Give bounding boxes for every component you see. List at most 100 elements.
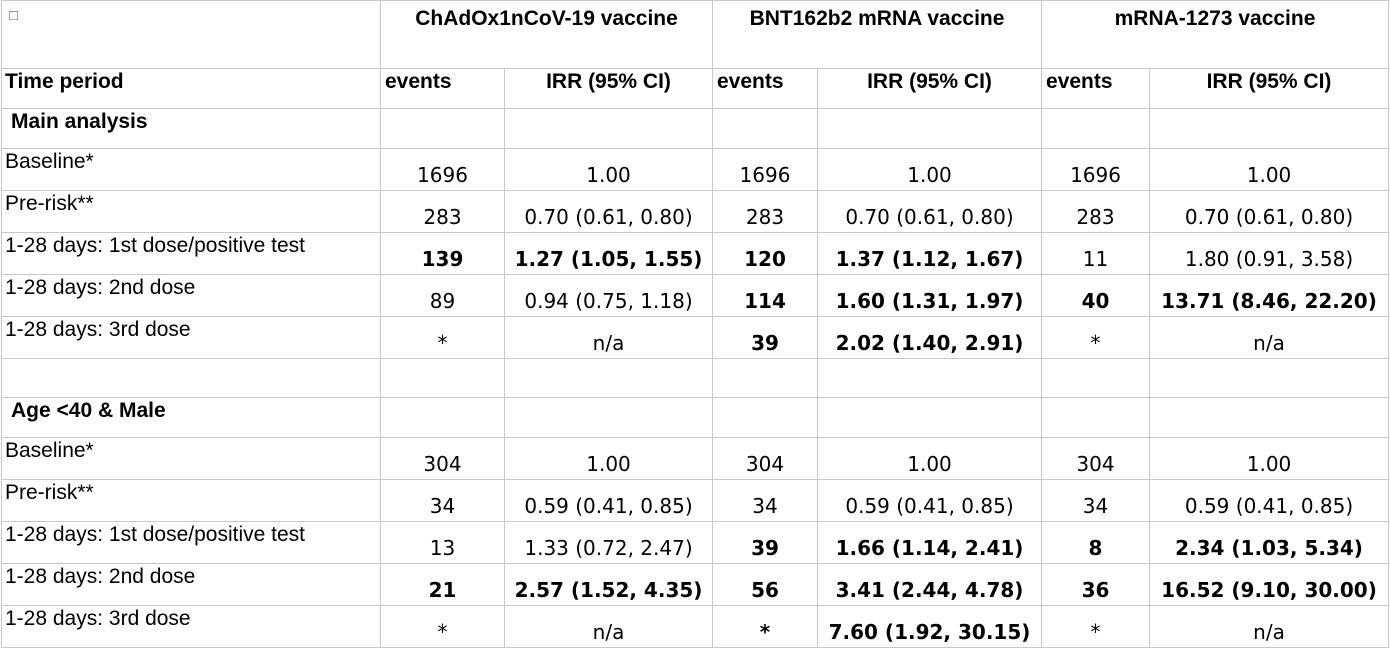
irr-header: IRR (95% CI) [816,68,1043,109]
chadox1-events-cell: 1696 [380,148,505,191]
chadox1-irr-cell: 1.00 [504,148,713,191]
chadox1-events-cell: 283 [380,190,505,233]
row-label: 1-28 days: 1st dose/positive test [1,521,381,564]
bnt162b2-irr-cell: 1.37 (1.12, 1.67) [816,232,1043,275]
events-header: events [380,68,505,109]
chadox1-events-cell: 304 [380,437,505,480]
table-row: 1-28 days: 1st dose/positive test 139 1.27… [1,232,1390,275]
empty-cell [380,397,505,438]
row-label: Baseline* [1,148,381,191]
chadox1-irr-cell: 0.59 (0.41, 0.85) [504,479,713,522]
bnt162b2-events-cell: 39 [712,316,818,359]
row-label: 1-28 days: 3rd dose [1,316,381,359]
vaccine-header-row: □ ChAdOx1nCoV-19 vaccine BNT162b2 mRNA v… [1,0,1390,69]
chadox1-events-cell: 13 [380,521,505,564]
irr-label: IRR (95% CI) [1206,70,1332,93]
empty-cell [1041,358,1151,398]
mrna1273-events-cell: 1696 [1041,148,1151,191]
events-header: events [1041,68,1151,109]
irr-header: IRR (95% CI) [504,68,713,109]
row-label: 1-28 days: 2nd dose [1,274,381,317]
bnt162b2-events-cell: 56 [712,563,818,606]
mrna1273-irr-cell: 1.00 [1149,148,1390,191]
empty-cell [1,358,381,398]
bnt162b2-events-cell: 114 [712,274,818,317]
table-row: Baseline* 1696 1.00 1696 1.00 1696 1.00 [1,148,1390,191]
mrna1273-events-cell: 8 [1041,521,1151,564]
bnt162b2-irr-cell: 7.60 (1.92, 30.15) [816,605,1043,648]
events-header: events [712,68,818,109]
row-label: 1-28 days: 2nd dose [1,563,381,606]
table-row: 1-28 days: 2nd dose 89 0.94 (0.75, 1.18) 11… [1,274,1390,317]
empty-cell [1149,108,1390,149]
bnt162b2-irr-cell: 0.70 (0.61, 0.80) [816,190,1043,233]
chadox1-irr-cell: 1.27 (1.05, 1.55) [504,232,713,275]
chadox1-irr-cell: n/a [504,316,713,359]
mrna1273-irr-cell: 2.34 (1.03, 5.34) [1149,521,1390,564]
bnt162b2-events-cell: 304 [712,437,818,480]
chadox1-irr-cell: 2.57 (1.52, 4.35) [504,563,713,606]
mrna1273-events-cell: * [1041,605,1151,648]
table-row: Pre-risk** 283 0.70 (0.61, 0.80) 283 0.70 (0… [1,190,1390,233]
chadox1-irr-cell: 0.70 (0.61, 0.80) [504,190,713,233]
empty-cell [380,358,505,398]
empty-cell [1149,397,1390,438]
time-period-label: Time period [5,70,124,93]
empty-cell [504,108,713,149]
row-label: Baseline* [1,437,381,480]
chadox1-events-cell: 139 [380,232,505,275]
mrna1273-irr-cell: n/a [1149,316,1390,359]
section-title: Age <40 & Male [1,397,381,438]
chadox1-events-cell: 89 [380,274,505,317]
irr-label: IRR (95% CI) [546,70,671,93]
chadox1-events-cell: * [380,316,505,359]
row-label: Pre-risk** [1,190,381,233]
bnt162b2-events-cell: 283 [712,190,818,233]
table-row: 1-28 days: 1st dose/positive test 13 1.33 … [1,521,1390,564]
chadox1-events-cell: 34 [380,479,505,522]
table-row: 1-28 days: 3rd dose * n/a * 7.60 (1.92, 30.1… [1,605,1390,648]
chadox1-irr-cell: 0.94 (0.75, 1.18) [504,274,713,317]
empty-cell [1041,108,1151,149]
bnt162b2-irr-cell: 1.66 (1.14, 2.41) [816,521,1043,564]
empty-cell [712,358,818,398]
events-label: events [385,70,452,93]
mrna1273-events-cell: 36 [1041,563,1151,606]
section-header-row: Main analysis [1,108,1390,149]
mrna1273-events-cell: 283 [1041,190,1151,233]
events-label: events [717,70,784,93]
empty-cell [712,108,818,149]
column-header-row: Time period events IRR (95% CI) events I… [1,68,1390,109]
time-period-header: Time period [1,68,381,109]
chadox1-irr-cell: n/a [504,605,713,648]
bnt162b2-irr-cell: 1.00 [816,148,1043,191]
irr-label: IRR (95% CI) [867,70,992,93]
mrna1273-events-cell: 304 [1041,437,1151,480]
bnt162b2-irr-cell: 2.02 (1.40, 2.91) [816,316,1043,359]
table-row: 1-28 days: 2nd dose 21 2.57 (1.52, 4.35) 56… [1,563,1390,606]
bnt162b2-irr-cell: 1.00 [816,437,1043,480]
chadox1-events-cell: * [380,605,505,648]
mrna1273-irr-cell: 0.70 (0.61, 0.80) [1149,190,1390,233]
section-header-row: Age <40 & Male [1,397,1390,438]
table-row: Pre-risk** 34 0.59 (0.41, 0.85) 34 0.59 (0.4… [1,479,1390,522]
bnt162b2-events-cell: 120 [712,232,818,275]
empty-cell [816,358,1043,398]
corner-cell: □ [1,0,381,69]
row-label: 1-28 days: 1st dose/positive test [1,232,381,275]
empty-cell [712,397,818,438]
spacer-row [1,358,1390,398]
bnt162b2-irr-cell: 1.60 (1.31, 1.97) [816,274,1043,317]
mrna1273-irr-cell: n/a [1149,605,1390,648]
row-label: 1-28 days: 3rd dose [1,605,381,648]
vaccine-header-mrna1273: mRNA-1273 vaccine [1041,0,1390,69]
vaccine-header-bnt162b2: BNT162b2 mRNA vaccine [711,0,1043,69]
empty-cell [504,358,713,398]
empty-cell [816,108,1043,149]
table-row: Baseline* 304 1.00 304 1.00 304 1.00 [1,437,1390,480]
bnt162b2-events-cell: 34 [712,479,818,522]
mrna1273-events-cell: * [1041,316,1151,359]
vaccine-name: BNT162b2 mRNA vaccine [749,7,1005,30]
